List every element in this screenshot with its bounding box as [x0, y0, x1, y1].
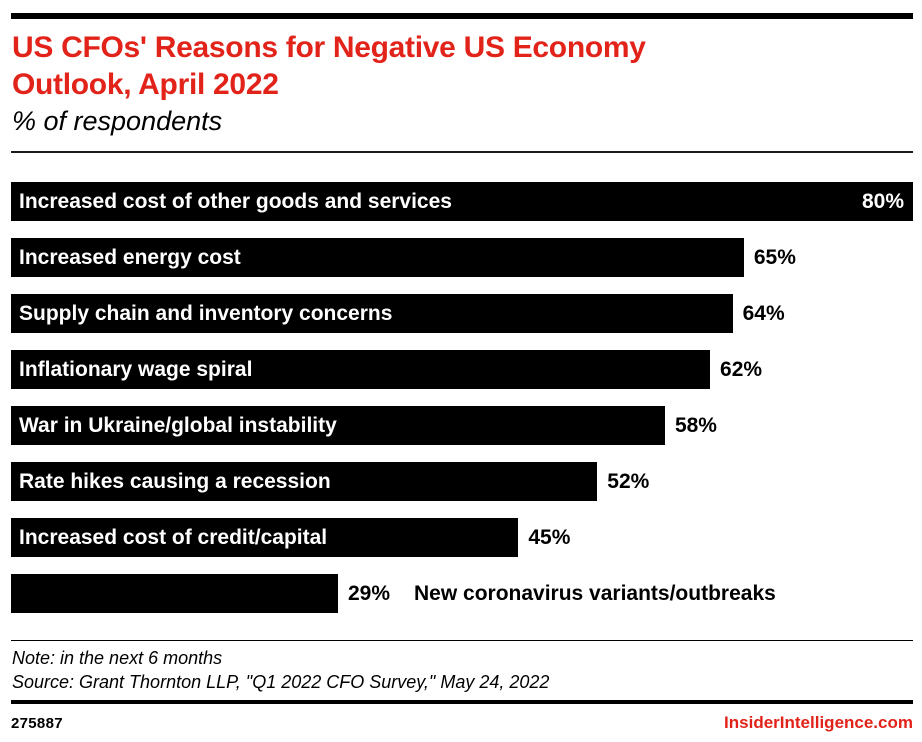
bar-value: 52% [607, 469, 650, 493]
bar-value: 45% [528, 525, 571, 549]
chart-id: 275887 [11, 714, 63, 732]
bar: Increased energy cost [11, 238, 744, 277]
bar-label: Supply chain and inventory concerns [19, 301, 393, 325]
note-divider [11, 640, 913, 641]
bar: Inflationary wage spiral [11, 350, 711, 389]
bar-value: 58% [674, 413, 717, 437]
bar-row: 29% New coronavirus variants/outbreaks [11, 574, 913, 613]
bar-label: Rate hikes causing a recession [19, 469, 331, 493]
bar-label: New coronavirus variants/outbreaks [414, 581, 776, 605]
bar: Supply chain and inventory concerns [11, 294, 733, 333]
bar: Increased cost of credit/capital [11, 518, 519, 557]
chart-title: US CFOs' Reasons for Negative US Economy… [12, 29, 913, 103]
footer: 275887 InsiderIntelligence.com [11, 713, 913, 733]
bar-row: Rate hikes causing a recession 52% [11, 462, 913, 501]
bar-label: Increased cost of other goods and servic… [19, 189, 452, 213]
bar-row: Increased energy cost 65% [11, 238, 913, 277]
chart-title-line-2: Outlook, April 2022 [12, 68, 279, 101]
bar-chart: Increased cost of other goods and servic… [11, 182, 913, 613]
footnotes: Note: in the next 6 months Source: Grant… [12, 646, 913, 694]
top-rule [11, 13, 913, 19]
bar: Increased cost of other goods and servic… [11, 182, 913, 221]
bar-value: 62% [720, 357, 763, 381]
bar-row: Supply chain and inventory concerns 64% [11, 294, 913, 333]
bar: War in Ukraine/global instability [11, 406, 665, 445]
bar-value: 29% [347, 581, 390, 605]
bar-value: 65% [753, 245, 796, 269]
bar-row: Increased cost of credit/capital 45% [11, 518, 913, 557]
bar-row: Increased cost of other goods and servic… [11, 182, 913, 221]
header-divider [11, 151, 913, 153]
chart-title-line-1: US CFOs' Reasons for Negative US Economy [12, 31, 646, 64]
bar-label: Inflationary wage spiral [19, 357, 253, 381]
footer-rule [11, 700, 913, 704]
bar-label: Increased cost of credit/capital [19, 525, 328, 549]
bar-row: Inflationary wage spiral 62% [11, 350, 913, 389]
note-text: Note: in the next 6 months [12, 648, 223, 668]
bar [11, 574, 338, 613]
source-text: Source: Grant Thornton LLP, "Q1 2022 CFO… [12, 672, 550, 692]
bar-label: War in Ukraine/global instability [19, 413, 337, 437]
bar-value: 64% [742, 301, 785, 325]
bar-value: 80% [861, 189, 904, 213]
bar-row: War in Ukraine/global instability 58% [11, 406, 913, 445]
bar: Rate hikes causing a recession [11, 462, 598, 501]
bar-label: Increased energy cost [19, 245, 241, 269]
chart-subtitle: % of respondents [12, 106, 223, 136]
insider-intelligence-link[interactable]: InsiderIntelligence.com [724, 713, 913, 732]
